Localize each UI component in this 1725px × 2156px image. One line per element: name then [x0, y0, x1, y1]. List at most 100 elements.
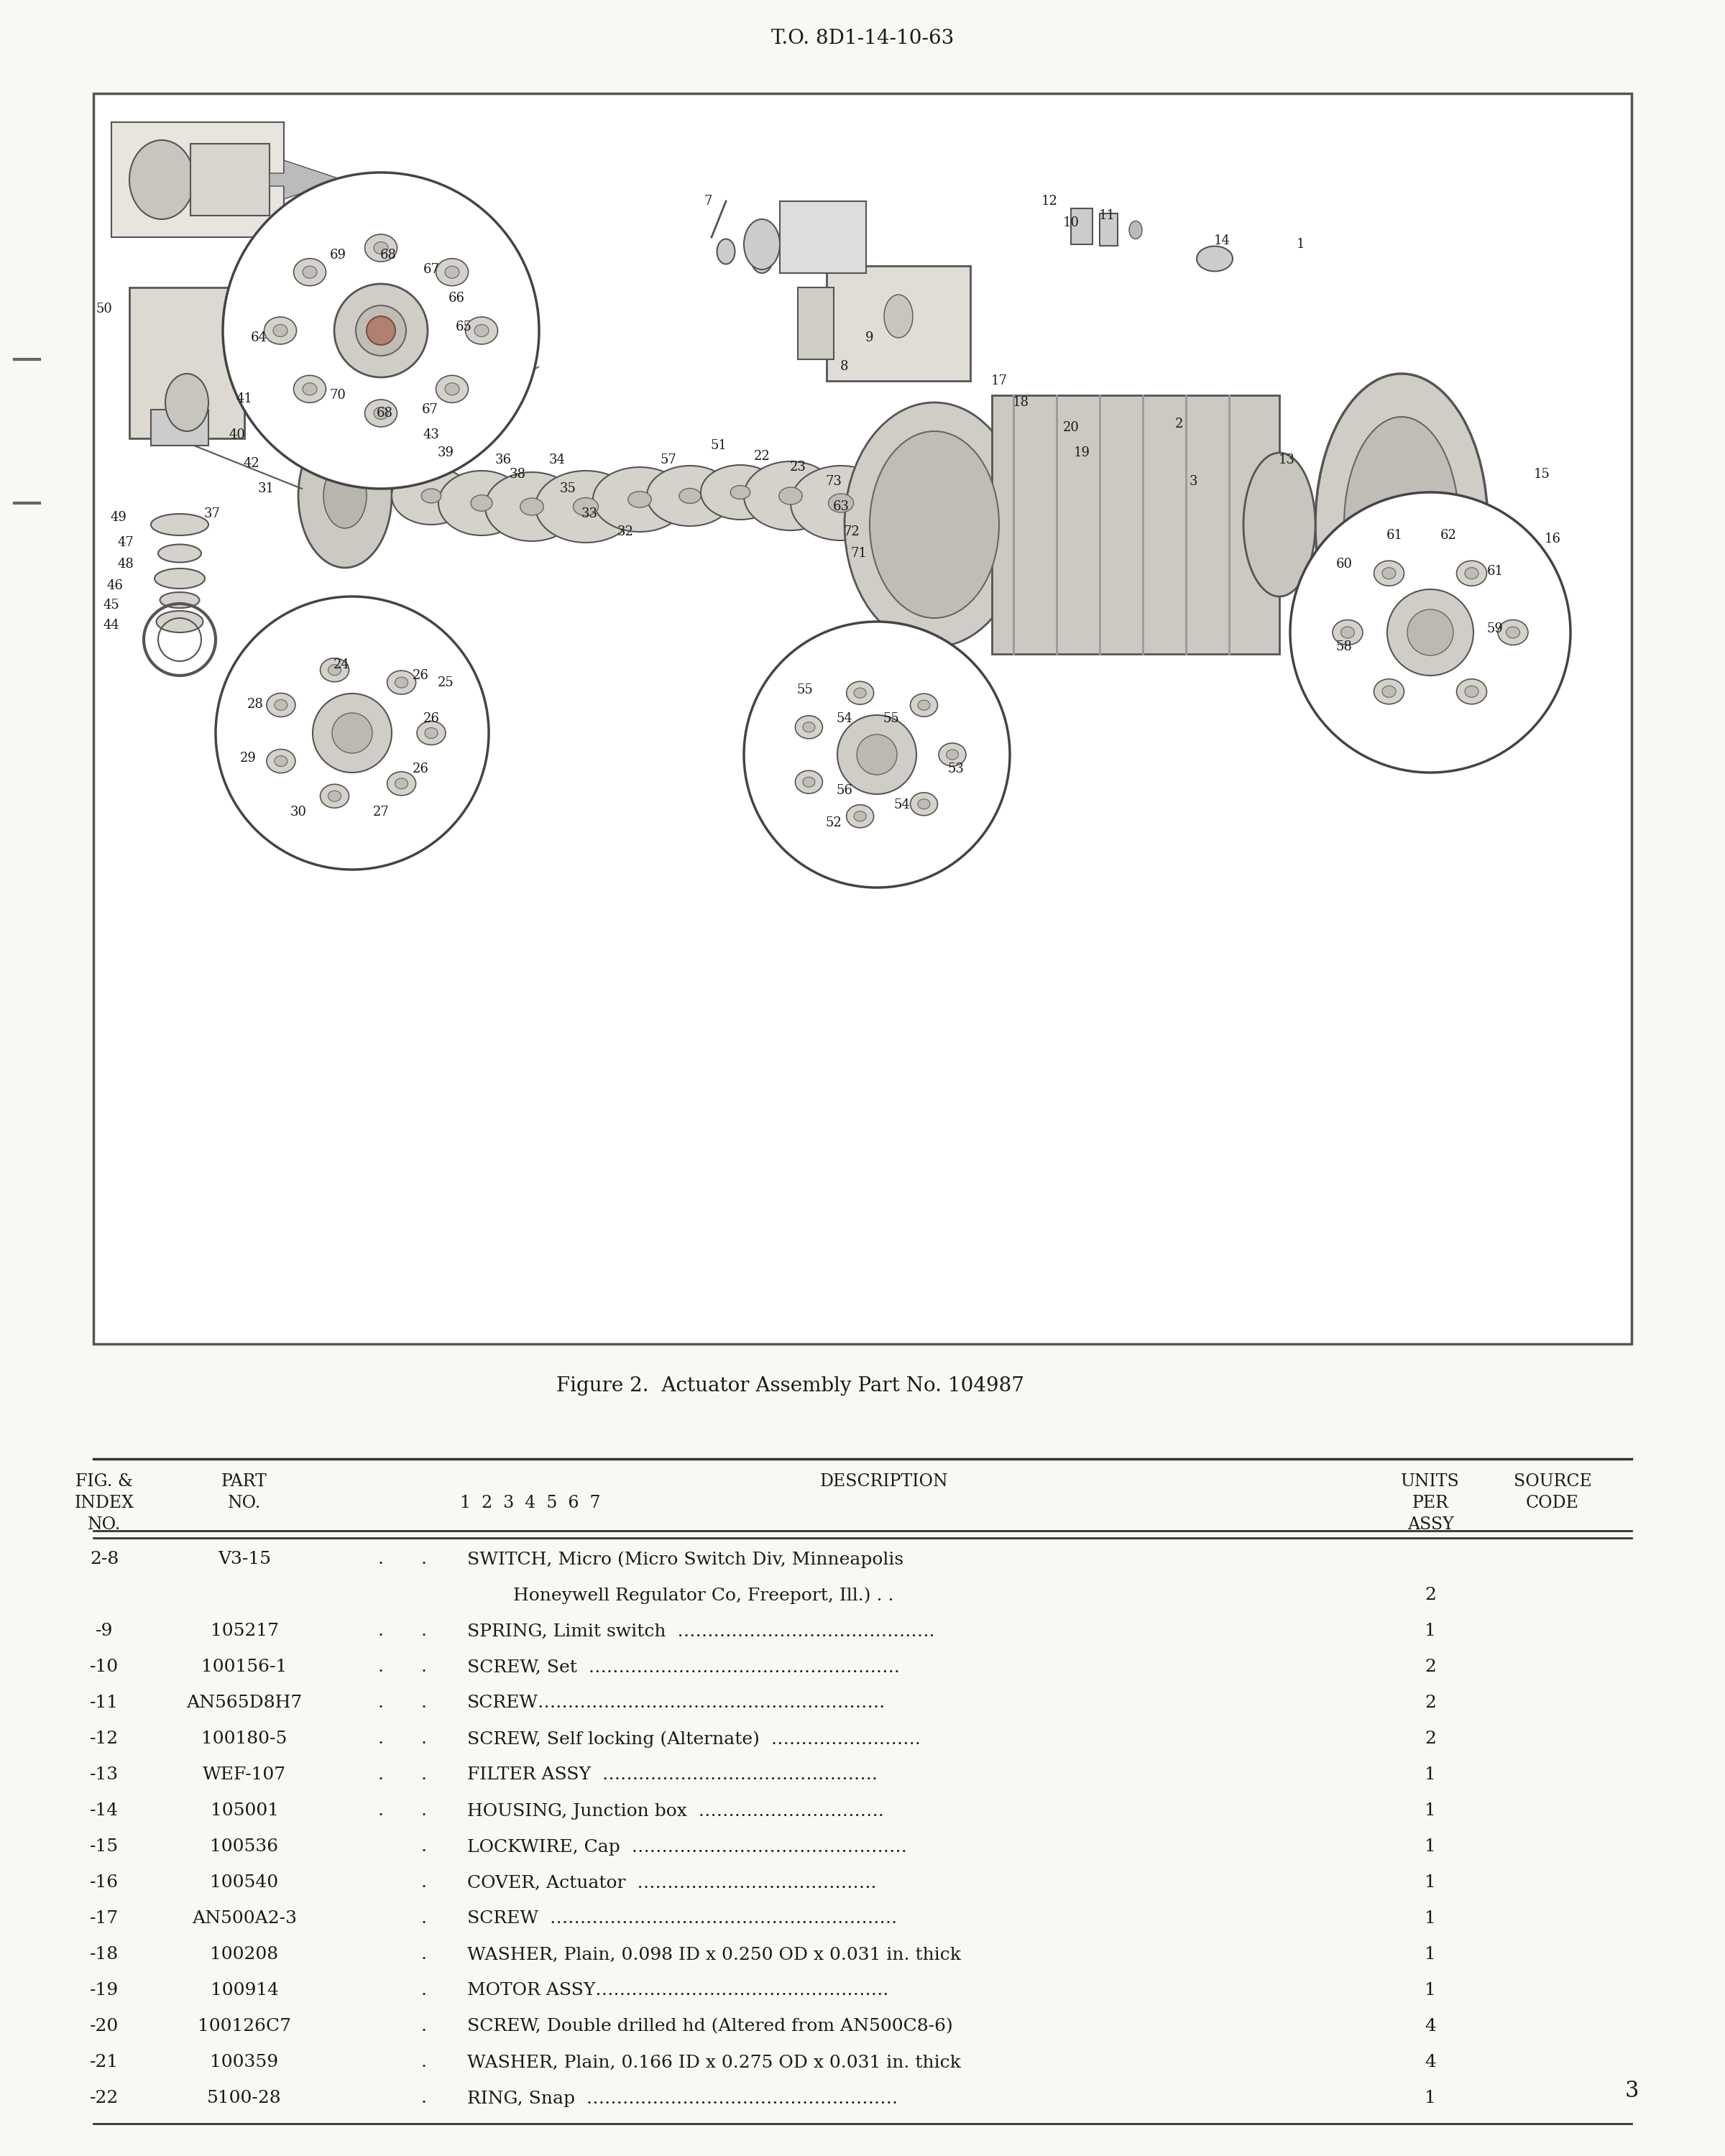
Text: .: . [421, 1552, 428, 1567]
Ellipse shape [885, 295, 913, 338]
Text: SPRING, Limit switch  …………………………………….: SPRING, Limit switch ……………………………………. [467, 1623, 935, 1639]
Circle shape [355, 306, 405, 356]
Text: 70: 70 [329, 388, 347, 401]
Ellipse shape [593, 468, 687, 533]
Text: -11: -11 [90, 1695, 119, 1712]
Ellipse shape [438, 470, 524, 535]
Ellipse shape [730, 485, 750, 500]
Text: 17: 17 [990, 375, 1007, 388]
Text: 13: 13 [1278, 453, 1295, 466]
Text: 100156-1: 100156-1 [202, 1660, 288, 1675]
Ellipse shape [321, 658, 348, 681]
Text: 2: 2 [1425, 1587, 1435, 1604]
Ellipse shape [911, 793, 938, 815]
FancyArrow shape [269, 160, 342, 198]
Text: 26: 26 [412, 763, 430, 776]
Text: AN565D8H7: AN565D8H7 [186, 1695, 302, 1712]
Text: 71: 71 [850, 548, 868, 561]
Text: 58: 58 [1335, 640, 1352, 653]
Text: .: . [421, 1802, 428, 1820]
Text: 36: 36 [495, 453, 511, 466]
Text: 41: 41 [236, 392, 252, 405]
Text: 1: 1 [1425, 1802, 1435, 1820]
Text: 12: 12 [1042, 194, 1057, 207]
Ellipse shape [573, 498, 599, 515]
Text: 27: 27 [373, 806, 390, 819]
Text: 53: 53 [947, 763, 964, 776]
Ellipse shape [386, 671, 416, 694]
Ellipse shape [293, 375, 326, 403]
Ellipse shape [424, 729, 438, 737]
Text: 105001: 105001 [210, 1802, 278, 1820]
Circle shape [857, 735, 897, 774]
Ellipse shape [421, 489, 442, 502]
Text: 20: 20 [1063, 420, 1080, 433]
Text: FIG. &: FIG. & [76, 1473, 133, 1490]
Text: .: . [378, 1695, 383, 1712]
Text: V3-15: V3-15 [217, 1552, 271, 1567]
Text: 1: 1 [1425, 1947, 1435, 1962]
Text: 47: 47 [117, 537, 135, 550]
Text: 4: 4 [1425, 2018, 1435, 2035]
Text: .: . [378, 1660, 383, 1675]
Ellipse shape [160, 593, 200, 608]
Circle shape [331, 714, 373, 752]
Text: 54: 54 [894, 798, 911, 811]
Ellipse shape [1382, 686, 1396, 696]
Ellipse shape [743, 220, 780, 270]
Ellipse shape [374, 241, 388, 254]
Circle shape [335, 285, 428, 377]
Ellipse shape [911, 694, 938, 716]
Text: 68: 68 [380, 248, 397, 261]
Circle shape [837, 716, 916, 793]
Text: AN500A2-3: AN500A2-3 [191, 1910, 297, 1927]
Text: LOCKWIRE, Cap  ……………………………………….: LOCKWIRE, Cap ………………………………………. [467, 1839, 907, 1854]
Text: 1: 1 [1425, 1839, 1435, 1854]
Text: 8: 8 [840, 360, 849, 373]
Text: 5100-28: 5100-28 [207, 2091, 281, 2106]
Ellipse shape [1456, 679, 1487, 705]
Text: 11: 11 [1099, 209, 1114, 222]
Text: 37: 37 [204, 507, 221, 520]
Text: SCREW, Set  …………………………………………….: SCREW, Set ……………………………………………. [467, 1660, 900, 1675]
Text: 63: 63 [833, 500, 849, 513]
Text: 100359: 100359 [210, 2055, 278, 2070]
Ellipse shape [535, 470, 637, 543]
Ellipse shape [700, 466, 780, 520]
Text: -16: -16 [90, 1874, 119, 1891]
Text: 2-8: 2-8 [90, 1552, 119, 1567]
Text: 51: 51 [711, 440, 726, 453]
Ellipse shape [1373, 561, 1404, 586]
Bar [152, 410, 209, 446]
Ellipse shape [274, 757, 288, 768]
Text: 73: 73 [826, 474, 842, 487]
Text: 100208: 100208 [210, 1947, 278, 1962]
Text: 38: 38 [509, 468, 526, 481]
Text: 4: 4 [1425, 2055, 1435, 2070]
Text: 2: 2 [1425, 1660, 1435, 1675]
Text: 1: 1 [1425, 1623, 1435, 1639]
Ellipse shape [750, 244, 773, 274]
Bar [112, 123, 285, 237]
Text: 54: 54 [837, 711, 852, 724]
Text: 2: 2 [1425, 1695, 1435, 1712]
Ellipse shape [436, 259, 467, 287]
Text: UNITS: UNITS [1401, 1473, 1459, 1490]
Text: 16: 16 [1544, 533, 1561, 545]
Text: -21: -21 [90, 2055, 119, 2070]
Text: HOUSING, Junction box  ………………………….: HOUSING, Junction box …………………………. [467, 1802, 883, 1820]
Circle shape [223, 172, 538, 489]
Ellipse shape [780, 487, 802, 505]
Ellipse shape [854, 811, 866, 821]
Ellipse shape [938, 744, 966, 765]
Text: .: . [421, 2055, 428, 2070]
Ellipse shape [274, 699, 288, 709]
Text: 56: 56 [837, 785, 852, 798]
Text: .: . [378, 1731, 383, 1746]
Text: 64: 64 [250, 332, 267, 345]
Text: .: . [421, 2091, 428, 2106]
Ellipse shape [267, 692, 295, 716]
Text: 100126C7: 100126C7 [198, 2018, 292, 2035]
Text: 22: 22 [754, 451, 769, 464]
Bar [190, 144, 269, 216]
